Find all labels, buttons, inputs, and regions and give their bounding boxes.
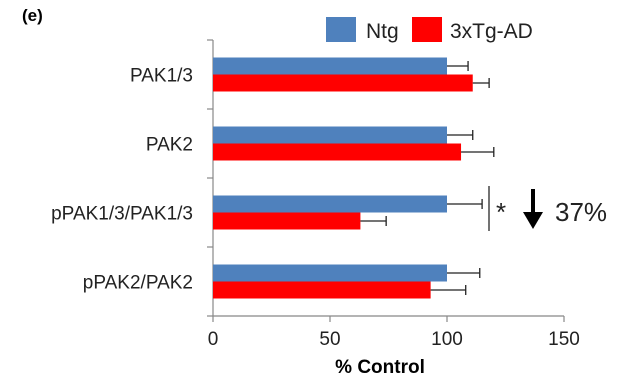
bar-3xtg-ad-ppak2-pak2 [213,281,431,299]
bar-ntg-ppak2-pak2 [213,264,447,282]
percent-decrease-label: 37% [555,197,607,227]
x-tick-label: 100 [431,329,463,350]
x-tick-labels: 0 50 100 150 [208,329,580,350]
category-label-pak1-3: PAK1/3 [130,66,193,87]
x-tick-label: 150 [548,329,580,350]
bar-ntg-ppak1-3-pak1-3 [213,195,447,213]
category-label-pak2: PAK2 [146,135,193,156]
bars [213,57,473,299]
legend-swatch-ntg [326,17,356,42]
down-arrow-icon [523,189,543,229]
category-label-ppak1-3-pak1-3: pPAK1/3/PAK1/3 [51,204,193,225]
bar-ntg-pak1-3 [213,57,447,75]
legend-label-3xtg-ad: 3xTg-AD [450,20,533,43]
error-bars [360,61,495,295]
legend-swatch-3xtg-ad [412,17,442,42]
significance-star: * [496,197,506,227]
x-tick-label: 0 [208,329,219,350]
legend-label-ntg: Ntg [366,20,399,43]
bar-3xtg-ad-pak1-3 [213,74,473,92]
x-axis-label: % Control [335,357,425,378]
legend: Ntg 3xTg-AD [326,17,533,43]
category-label-ppak2-pak2: pPAK2/PAK2 [83,273,193,294]
panel-label: (e) [22,6,43,25]
category-labels: PAK1/3 PAK2 pPAK1/3/PAK1/3 pPAK2/PAK2 [51,66,193,294]
x-tick-label: 50 [319,329,340,350]
bar-3xtg-ad-pak2 [213,143,462,161]
bar-3xtg-ad-ppak1-3-pak1-3 [213,212,361,230]
bar-ntg-pak2 [213,126,447,144]
significance-annotation: * 37% [488,186,607,231]
